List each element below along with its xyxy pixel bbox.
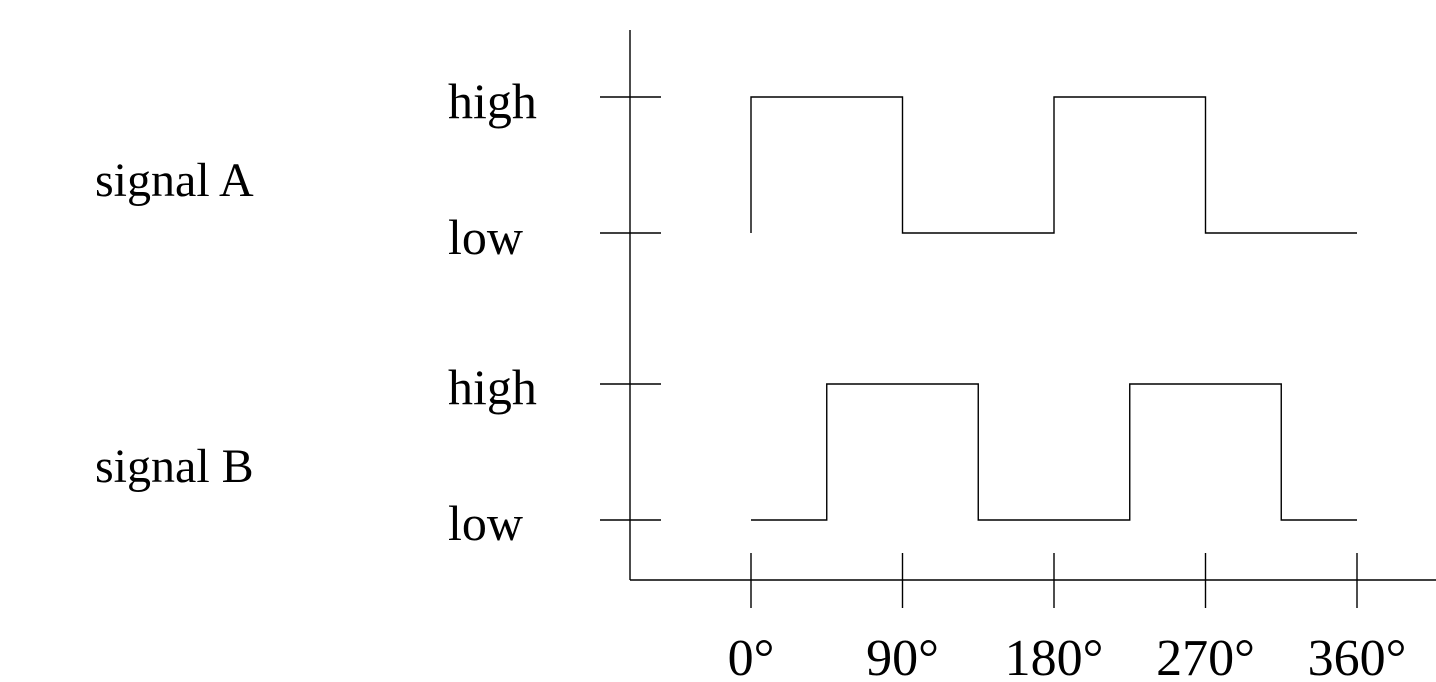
x-tick-label: 180°	[1005, 630, 1104, 682]
x-tick-label: 360°	[1308, 630, 1407, 682]
signal-a-high-label: high	[448, 73, 537, 129]
signal-b-low-label: low	[448, 495, 523, 551]
signal-b-label: signal B	[95, 440, 254, 493]
signal-a-low-label: low	[448, 209, 523, 265]
signal-a-waveform	[750, 96, 1357, 234]
x-tick-label: 270°	[1156, 630, 1255, 682]
x-tick-label: 90°	[866, 630, 939, 682]
signal-b-high-label: high	[448, 359, 537, 415]
x-tick-label: 0°	[728, 630, 775, 682]
signal-b-waveform	[751, 383, 1357, 521]
x-axis-ticks: 0° 90° 180° 270° 360°	[728, 553, 1407, 682]
signal-a-label: signal A	[95, 154, 254, 207]
